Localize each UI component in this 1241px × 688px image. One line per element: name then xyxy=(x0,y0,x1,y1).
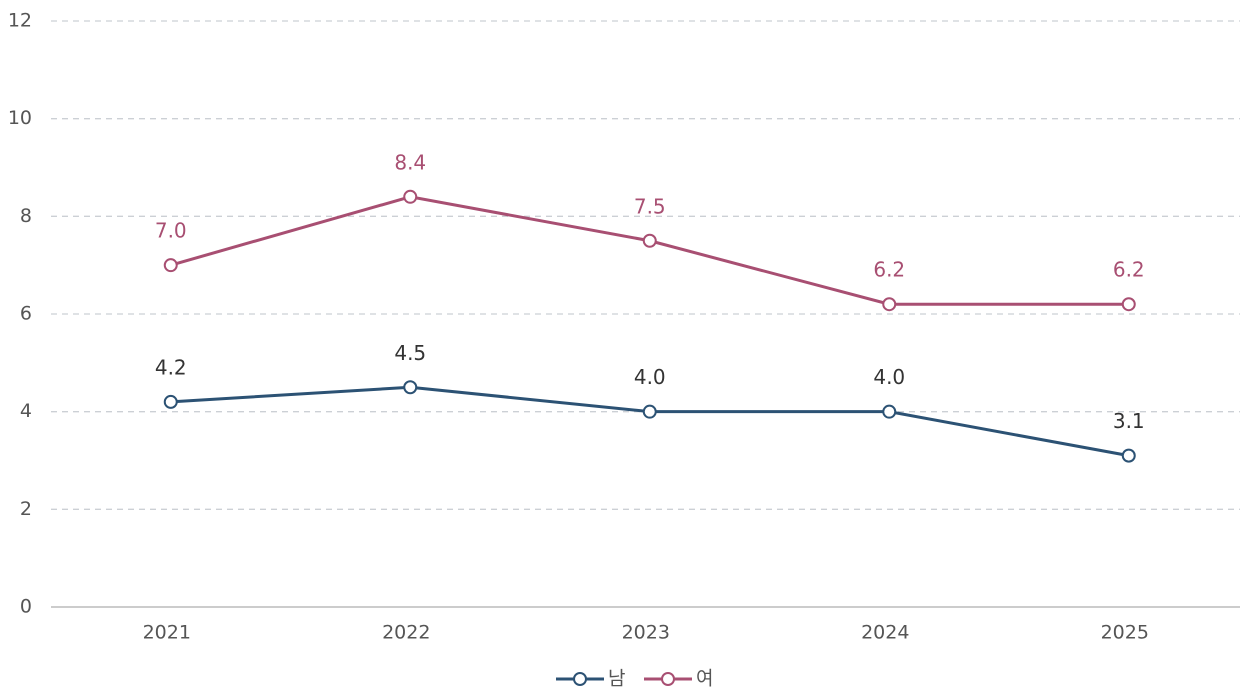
x-tick-label: 2023 xyxy=(622,622,670,644)
data-label: 3.1 xyxy=(1113,409,1145,433)
data-label: 4.0 xyxy=(634,365,666,389)
point xyxy=(403,189,418,204)
point xyxy=(403,380,418,395)
legend-label: 남 xyxy=(608,668,625,688)
data-label: 4.2 xyxy=(155,355,187,379)
x-tick-label: 2021 xyxy=(143,622,191,644)
point xyxy=(163,258,178,273)
y-tick-label: 4 xyxy=(20,400,32,422)
data-label: 6.2 xyxy=(873,258,905,282)
point xyxy=(882,297,897,312)
series-line xyxy=(170,385,1130,458)
data-label: 6.2 xyxy=(1113,258,1145,282)
y-tick-label: 6 xyxy=(20,303,32,325)
data-label: 7.5 xyxy=(634,194,666,218)
y-tick-label: 0 xyxy=(20,596,32,618)
point xyxy=(642,404,657,419)
data-label: 7.0 xyxy=(155,219,187,243)
data-label: 4.5 xyxy=(394,341,426,365)
legend-marker xyxy=(573,672,587,686)
y-tick-label: 12 xyxy=(8,10,32,32)
point xyxy=(642,233,657,248)
point xyxy=(1121,297,1136,312)
y-tick-label: 8 xyxy=(20,205,32,227)
point xyxy=(163,394,178,409)
point xyxy=(1121,448,1136,463)
y-tick-label: 2 xyxy=(20,498,32,520)
data-label: 8.4 xyxy=(394,150,426,174)
data-label: 4.0 xyxy=(873,365,905,389)
x-tick-label: 2025 xyxy=(1101,622,1149,644)
legend-marker xyxy=(661,672,675,686)
y-tick-label: 10 xyxy=(8,107,32,129)
x-tick-label: 2024 xyxy=(861,622,909,644)
legend-label: 여 xyxy=(696,668,713,688)
x-tick-label: 2022 xyxy=(382,622,430,644)
point xyxy=(882,404,897,419)
